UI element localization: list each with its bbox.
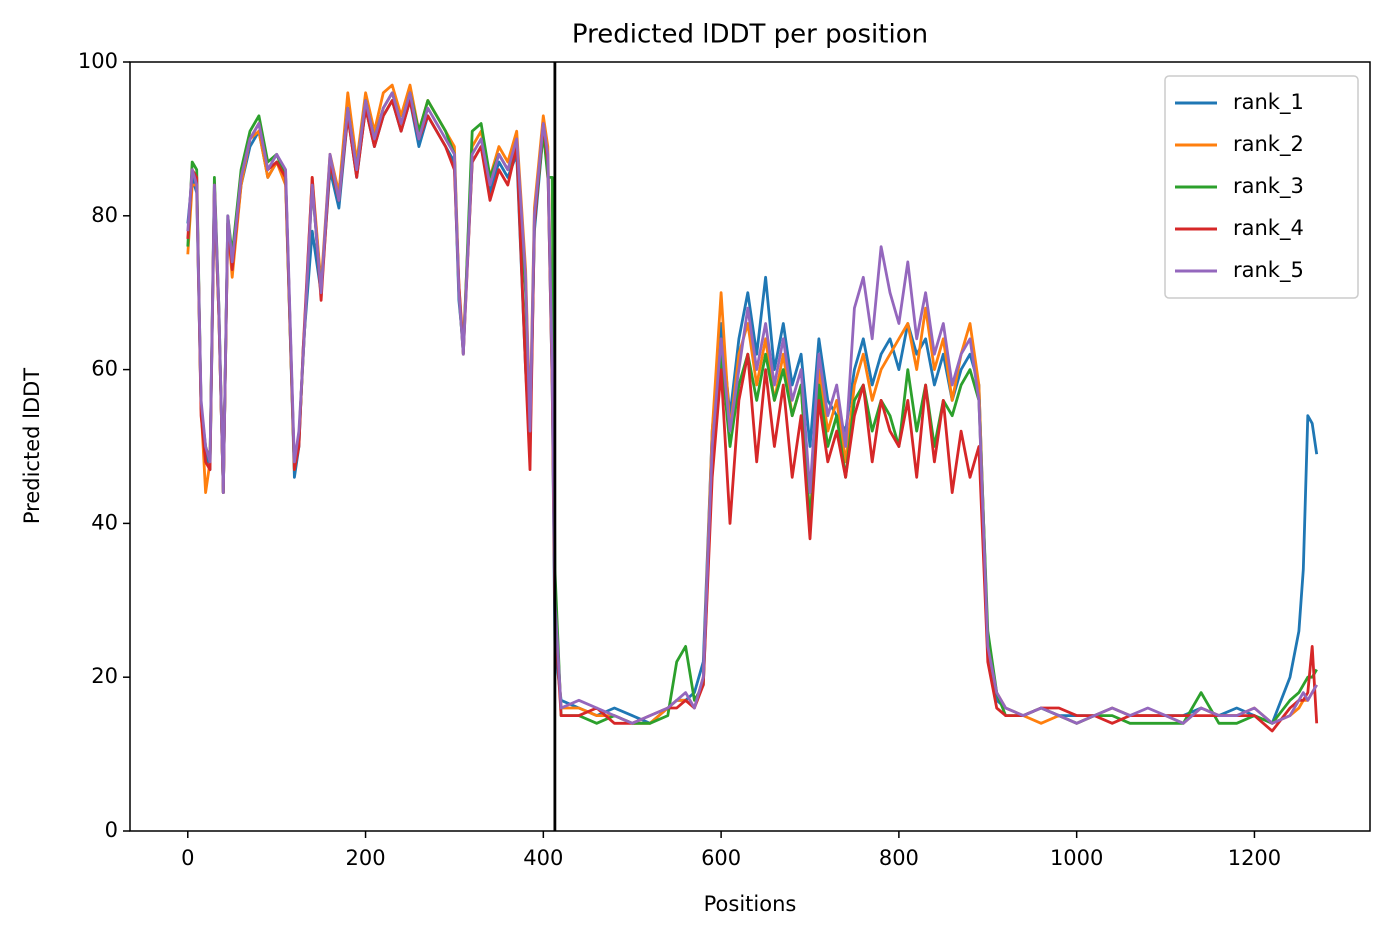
y-axis-label: Predicted lDDT [20, 368, 44, 524]
plot-frame [129, 61, 1371, 832]
y-tick-label: 0 [105, 818, 118, 842]
legend-label: rank_1 [1233, 90, 1304, 115]
y-tick-label: 40 [91, 510, 118, 534]
legend-label: rank_2 [1233, 132, 1304, 157]
y-tick-label: 80 [91, 203, 118, 227]
legend-label: rank_5 [1233, 258, 1304, 283]
line-series [186, 91, 1318, 725]
y-tick-label: 100 [78, 49, 118, 73]
chart-title: Predicted lDDT per position [572, 20, 928, 50]
x-tick-label: 0 [181, 846, 194, 870]
x-tick-label: 1000 [1050, 846, 1103, 870]
x-tick-label: 800 [879, 846, 919, 870]
legend-box [1164, 75, 1359, 299]
x-tick-label: 1200 [1228, 846, 1281, 870]
y-tick-label: 60 [91, 357, 118, 381]
y-tick-label: 20 [91, 664, 118, 688]
line-series [186, 99, 1319, 733]
x-tick-label: 400 [523, 846, 563, 870]
x-tick-label: 600 [701, 846, 741, 870]
x-tick-label: 200 [346, 846, 386, 870]
legend-label: rank_4 [1233, 216, 1304, 241]
legend-label: rank_3 [1233, 174, 1304, 199]
x-axis-label: Positions [704, 892, 797, 916]
